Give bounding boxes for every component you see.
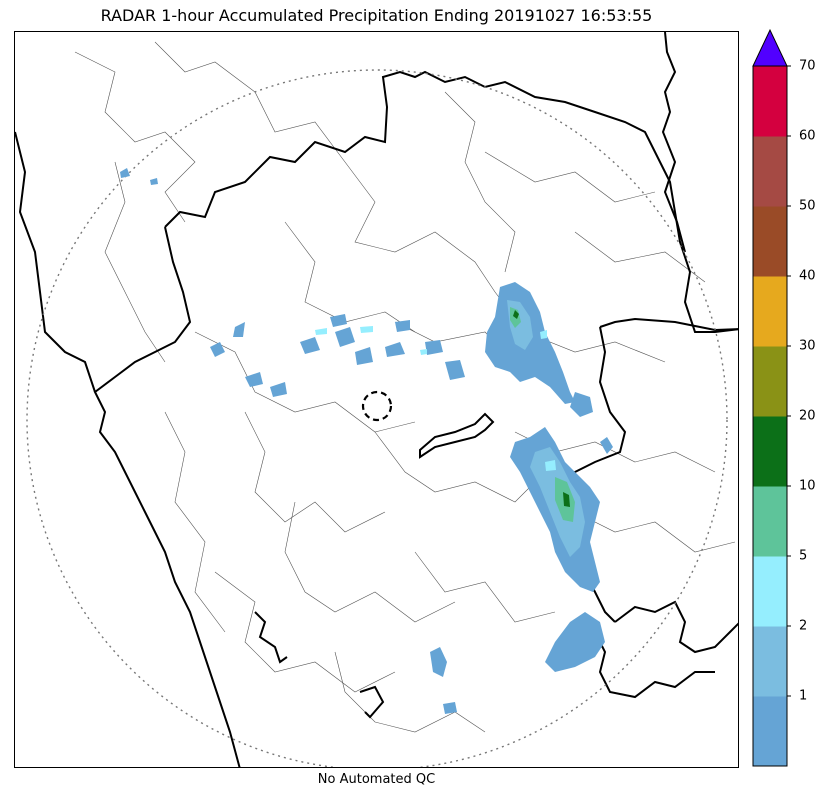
precip-area-south-cell [443,702,457,714]
colorbar-tick-label: 30 [799,338,816,354]
district-boundary [244,411,386,533]
precip-area-south-cell [430,647,447,677]
precip-area-east-cell [570,392,593,417]
colorbar-segment [753,696,787,767]
colorbar-extend-arrow [752,28,788,67]
district-boundary [344,161,496,293]
state-boundary [614,600,738,654]
district-boundary [284,501,456,623]
district-boundary [574,511,736,553]
colorbar-segment [753,346,787,417]
range-ring [26,69,728,767]
colorbar-segment [753,416,787,487]
district-boundary [374,431,546,503]
state-boundary [661,32,686,253]
precip-area-scattered-light [315,326,556,471]
precipitation-layer [120,168,613,714]
district-boundary [484,151,656,203]
state-enclave [419,412,495,459]
district-boundaries [74,41,736,733]
district-boundary [444,91,516,273]
colorbar-segment [753,136,787,207]
district-boundary [414,551,556,623]
district-boundary [214,571,396,693]
precip-area-southeast [545,612,605,672]
colorbar-tick-label: 1 [799,688,808,704]
colorbar [752,28,791,767]
district-boundary [164,411,226,633]
colorbar-segment [753,276,787,347]
colorbar-segment [753,66,787,137]
state-boundary [254,611,288,664]
colorbar-tick-label: 70 [799,58,816,74]
coastline [93,226,241,767]
chart-title: RADAR 1-hour Accumulated Precipitation E… [100,6,653,25]
precip-area-main-north-max [513,310,519,319]
colorbar-tick-label: 60 [799,128,816,144]
precip-area-scattered-west [120,168,465,397]
colorbar-segment [753,556,787,627]
state-boundaries [15,32,738,767]
coastline-north [15,131,96,393]
district-boundary [334,651,486,733]
state-boundary [164,70,738,333]
district-boundary [574,231,706,283]
district-boundary [74,51,196,223]
precip-area-east-cell [600,437,613,454]
district-boundary [104,161,166,363]
map-canvas [15,32,738,767]
radar-site-marker [361,390,393,422]
colorbar-tick-label: 50 [799,198,816,214]
state-boundary [599,317,738,332]
colorbar-segment [753,486,787,557]
colorbar-tick-label: 5 [799,548,808,564]
radar-map[interactable] [14,31,739,768]
precip-area-main-north [485,282,575,404]
colorbar-tick-label: 2 [799,618,808,634]
state-boundary [594,631,715,699]
colorbar-tick-label: 10 [799,478,816,494]
district-boundary [284,221,416,333]
colorbar-segment [753,626,787,697]
colorbar-tick-label: 40 [799,268,816,284]
state-boundary [359,685,385,719]
district-boundary [154,41,346,163]
qc-note: No Automated QC [317,772,436,787]
precip-area-main-south-max [563,492,570,507]
colorbar-segment [753,206,787,277]
colorbar-tick-label: 20 [799,408,816,424]
